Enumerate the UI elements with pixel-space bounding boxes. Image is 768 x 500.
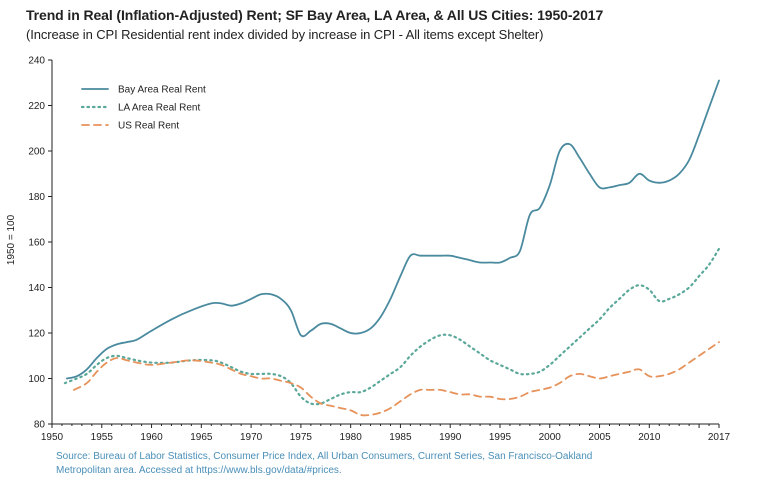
x-tick-label: 1975 — [290, 432, 313, 443]
source-line-2: Metropolitan area. Accessed at https://w… — [56, 465, 342, 476]
legend: Bay Area Real Rent LA Area Real Rent US Re… — [80, 85, 206, 132]
y-tick-label: 200 — [28, 147, 45, 158]
source-note: Source: Bureau of Labor Statistics, Cons… — [56, 450, 616, 478]
y-tick-label: 220 — [28, 101, 45, 112]
y-tick-label: 180 — [28, 192, 45, 203]
y-tick-label: 160 — [28, 238, 45, 249]
x-tick-label: 2010 — [638, 432, 661, 443]
legend-label: LA Area Real Rent — [118, 103, 200, 114]
x-tick-label: 1950 — [41, 432, 64, 443]
x-tick-label: 1955 — [91, 432, 114, 443]
x-tick-label: 1985 — [389, 432, 412, 443]
y-axis-label: 1950 = 100 — [6, 214, 17, 265]
x-tick-label: 1995 — [489, 432, 512, 443]
x-tick-label: 1965 — [190, 432, 213, 443]
y-tick-label: 120 — [28, 329, 45, 340]
legend-label: Bay Area Real Rent — [118, 85, 206, 96]
y-tick-label: 240 — [28, 56, 45, 67]
series-line-bay-area-real-rent — [66, 79, 720, 380]
chart-subtitle: (Increase in CPI Residential rent index … — [26, 27, 544, 42]
source-line-1: Source: Bureau of Labor Statistics, Cons… — [56, 451, 593, 462]
series-layer — [63, 79, 721, 417]
x-tick-label: 1980 — [340, 432, 363, 443]
y-tick-label: 140 — [28, 283, 45, 294]
x-tick-label: 1990 — [439, 432, 462, 443]
series-line-la-area-real-rent — [63, 247, 721, 406]
legend-label: US Real Rent — [118, 121, 179, 132]
x-tick-label: 2005 — [588, 432, 611, 443]
y-tick-label: 100 — [28, 374, 45, 385]
x-tick-label: 1960 — [140, 432, 163, 443]
x-tick-label: 1970 — [240, 432, 263, 443]
chart-title: Trend in Real (Inflation-Adjusted) Rent;… — [26, 7, 604, 23]
y-tick-label: 80 — [34, 420, 46, 431]
axes: 80 100 120 140 160 180 200 220 240 1950 1955 1960 19… — [28, 56, 730, 444]
series-line-us-real-rent — [73, 341, 720, 417]
x-tick-label: 2017 — [708, 432, 731, 443]
x-tick-label: 2000 — [539, 432, 562, 443]
